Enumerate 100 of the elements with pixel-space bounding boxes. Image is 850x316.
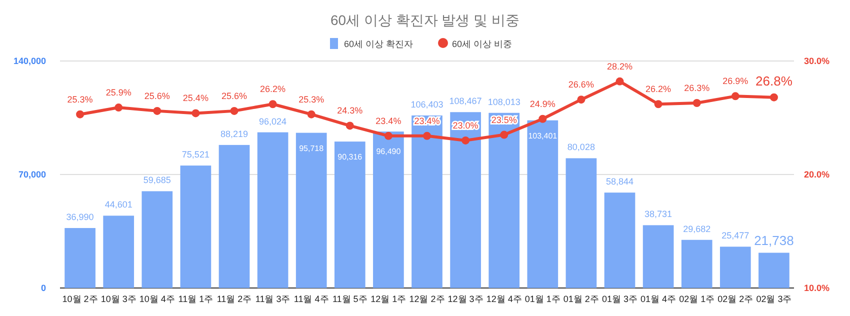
bar <box>180 166 212 288</box>
data-label: 75,521 <box>182 150 210 160</box>
y-tick-label: 140,000 <box>13 56 46 66</box>
bar <box>142 191 173 288</box>
data-label: 106,403 <box>410 99 444 110</box>
legend-label: 60세 이상 확진자 <box>344 39 414 49</box>
point <box>654 100 662 108</box>
data-label: 25.6% <box>144 90 170 101</box>
data-label: 21,738 <box>754 232 794 248</box>
data-label: 44,601 <box>104 200 132 210</box>
y2-tick-label: 30.0% <box>804 56 830 66</box>
bar <box>64 228 96 288</box>
data-label: 26.9% <box>722 76 748 86</box>
data-label: 23.4% <box>414 116 440 126</box>
data-label: 108,467 <box>449 96 482 106</box>
data-label: 25.4% <box>182 93 208 104</box>
point <box>76 110 84 118</box>
point <box>616 77 624 86</box>
data-label: 26.3% <box>684 82 710 93</box>
point <box>192 109 200 118</box>
bar <box>720 246 751 288</box>
data-label: 26.8% <box>756 73 793 88</box>
data-label: 80,028 <box>567 142 595 152</box>
point <box>500 130 508 139</box>
bar <box>604 192 636 288</box>
data-label: 28.2% <box>606 61 633 72</box>
bar <box>334 142 366 288</box>
data-label: 23.0% <box>452 120 478 130</box>
data-label: 90,316 <box>338 152 363 162</box>
data-label: 23.4% <box>376 116 402 126</box>
legend-label: 60세 이상 비중 <box>452 39 512 49</box>
x-tick-label: 10월 4주 <box>139 294 175 304</box>
point <box>268 100 277 108</box>
point <box>307 110 316 118</box>
point <box>577 96 586 104</box>
y-tick-label: 0 <box>40 283 46 293</box>
x-tick-label: 11월 2주 <box>216 294 252 304</box>
point <box>731 92 740 100</box>
point <box>692 98 701 107</box>
bar <box>758 252 790 288</box>
x-tick-label: 02월 1주 <box>679 294 715 304</box>
x-tick-label: 02월 2주 <box>718 294 754 304</box>
x-tick-label: 10월 3주 <box>100 294 136 304</box>
data-label: 96,024 <box>259 116 287 126</box>
x-tick-label: 11월 1주 <box>178 294 214 304</box>
data-label: 59,685 <box>143 175 171 186</box>
x-tick-label: 12월 3주 <box>448 294 484 304</box>
bar <box>566 158 597 288</box>
bar <box>642 225 674 288</box>
data-label: 24.3% <box>337 106 363 116</box>
chart-title: 60세 이상 확진자 발생 및 비중 <box>330 12 520 28</box>
data-label: 25.9% <box>106 88 132 98</box>
bar <box>450 112 481 288</box>
data-label: 25.3% <box>67 94 93 104</box>
data-label: 29,682 <box>683 224 711 234</box>
data-label: 88,219 <box>220 128 248 139</box>
data-label: 24.9% <box>530 98 556 109</box>
x-tick-label: 10월 2주 <box>62 294 98 304</box>
x-tick-label: 11월 5주 <box>332 294 368 304</box>
x-tick-label: 12월 1주 <box>370 294 406 304</box>
data-label: 38,731 <box>644 209 672 220</box>
point <box>462 136 470 144</box>
data-label: 96,490 <box>376 146 402 156</box>
data-label: 23.5% <box>491 114 517 125</box>
x-tick-label: 01월 2주 <box>563 294 599 304</box>
bar <box>296 132 327 288</box>
x-tick-label: 01월 3주 <box>602 294 638 304</box>
bar <box>103 216 134 288</box>
bar <box>218 144 250 288</box>
x-tick-label: 12월 2주 <box>409 294 445 304</box>
data-label: 26.2% <box>646 84 672 94</box>
data-label: 25.3% <box>298 94 324 104</box>
bar <box>412 115 442 288</box>
bar <box>373 132 404 288</box>
point <box>423 132 431 140</box>
bar <box>488 112 520 288</box>
x-tick-label: 11월 4주 <box>294 294 329 304</box>
y-tick-label: 70,000 <box>18 170 46 180</box>
data-label: 58,844 <box>606 176 634 187</box>
bar <box>527 120 558 288</box>
x-tick-label: 02월 3주 <box>756 294 792 304</box>
data-label: 103,401 <box>528 131 558 140</box>
point <box>538 114 547 123</box>
point <box>384 132 392 140</box>
point <box>346 122 354 130</box>
data-label: 25.6% <box>221 90 248 101</box>
y2-tick-label: 10.0% <box>804 283 830 293</box>
data-label: 95,718 <box>299 144 324 153</box>
y2-tick-label: 20.0% <box>804 170 830 180</box>
data-label: 26.2% <box>260 84 286 94</box>
bar <box>257 132 288 288</box>
x-tick-label: 01월 4주 <box>640 294 676 304</box>
x-tick-label: 01월 1주 <box>524 294 560 304</box>
data-label: 108,013 <box>488 96 520 107</box>
x-tick-label: 12월 4주 <box>486 294 522 304</box>
data-label: 25,477 <box>722 230 750 241</box>
point <box>153 106 162 115</box>
x-tick-label: 11월 3주 <box>255 294 290 304</box>
point <box>770 93 778 102</box>
point <box>114 104 123 112</box>
